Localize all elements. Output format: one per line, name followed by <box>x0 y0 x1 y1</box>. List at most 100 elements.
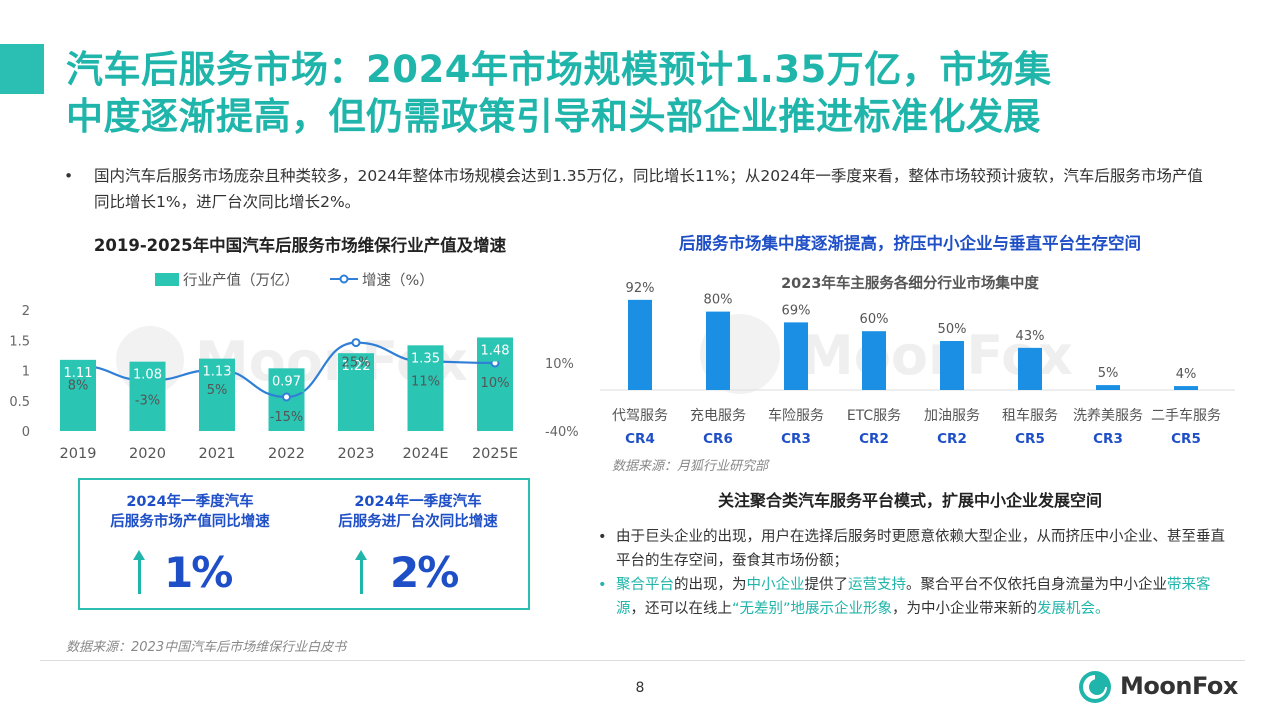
category-label: 租车服务 <box>1002 407 1058 424</box>
x-tick-label: 2024E <box>402 446 448 462</box>
growth-point-2023 <box>351 338 361 348</box>
bar-加油服务 <box>940 341 964 390</box>
cr-label: CR5 <box>1171 431 1201 447</box>
bar-value-label: 43% <box>1016 329 1045 344</box>
bar-value-label: 5% <box>1098 366 1119 381</box>
x-tick-label: 2025E <box>472 446 518 462</box>
growth-value-label: 25% <box>342 356 371 371</box>
text-segment: ，还可以在线上 <box>630 601 733 617</box>
bar-租车服务 <box>1018 347 1042 390</box>
x-tick-label: 2022 <box>268 446 305 462</box>
bar-value-box <box>407 345 444 370</box>
brand-logo-text: MoonFox <box>1120 672 1238 700</box>
right-chart-labels: 92% 代驾服务 CR4 80% 充电服务 CR6 69% 车险服务 CR3 60% ETC服务 CR… <box>612 281 1221 447</box>
legend-line-marker <box>339 274 349 284</box>
bar-value-label: 80% <box>704 293 733 308</box>
text-segment: 提供了 <box>804 577 849 593</box>
right-chart-bars <box>600 299 1235 391</box>
page-title-line-1: 汽车后服务市场：2024年市场规模预计1.35万亿，市场集 <box>66 48 1052 91</box>
y-left-tick-label: 0 <box>22 425 30 440</box>
bar-充电服务 <box>706 311 730 390</box>
bar-value-box <box>60 359 96 384</box>
category-label: 代驾服务 <box>612 408 668 424</box>
right-section-title: 后服务市场集中度逐渐提高，挤压中小企业与垂直平台生存空间 <box>679 234 1141 253</box>
right-bullet-1: • 由于巨头企业的出现，用户在选择后服务时更愿意依赖大型企业，从而挤压中小企业、… <box>598 525 1238 573</box>
highlight-customer-source: 带来客源 <box>616 577 1211 617</box>
right-chart-title: 2023年车主服务各细分行业市场集中度 <box>781 276 1039 292</box>
bullet-dot: • <box>598 577 607 593</box>
kpi-2-label-line-2: 后服务进厂台次同比增速 <box>338 514 498 530</box>
bar-value-box <box>199 358 235 383</box>
footer-divider <box>40 660 1245 661</box>
x-tick-label: 2021 <box>199 446 236 462</box>
kpi-1-up-arrow-icon <box>133 550 145 594</box>
cr-label: CR2 <box>937 431 967 447</box>
bar-value-label: 1.13 <box>203 365 232 380</box>
right-subheading: 关注聚合类汽车服务平台模式，扩展中小企业发展空间 <box>717 491 1102 510</box>
right-chart: MoonFox 92%代驾服务CR480%充电服务CR669%车险服务CR360… <box>600 281 1235 447</box>
growth-value-label: 8% <box>68 379 89 394</box>
highlight-sme: 中小企业 <box>746 577 805 593</box>
bar-value-box <box>268 368 305 393</box>
legend-line-label: 增速（%） <box>362 272 434 289</box>
moonfox-logo-icon <box>1079 671 1111 703</box>
bar-value-label: 1.08 <box>133 368 162 383</box>
x-tick-label: 2019 <box>60 446 97 462</box>
text-segment: ，为中小企业带来新的 <box>892 601 1038 617</box>
page-number: 8 <box>635 680 645 696</box>
bar-代驾服务 <box>628 299 652 390</box>
left-source-note: 数据来源：2023中国汽车后市场维保行业白皮书 <box>66 640 347 655</box>
bar-value-label: 1.35 <box>411 351 440 366</box>
bullet-dot: • <box>598 529 607 545</box>
growth-value-label: -3% <box>135 394 160 409</box>
kpi-box: 2024年一季度汽车 后服务市场产值同比增速 1% 2024年一季度汽车 后服务… <box>78 478 530 610</box>
cr-label: CR3 <box>1093 431 1123 447</box>
bar-二手车服务 <box>1174 386 1198 390</box>
kpi-1-label-line-2: 后服务市场产值同比增速 <box>110 514 270 530</box>
bar-value-label: 69% <box>782 303 811 318</box>
bar-ETC服务 <box>862 331 886 390</box>
x-tick-label: 2020 <box>129 446 166 462</box>
left-chart-axes: 0 0.5 1 1.5 2 -40% 10% 2019 2020 2021 2022 2023 2024… <box>9 304 578 462</box>
title-accent-bar <box>0 44 44 94</box>
y-right-tick-label: 10% <box>545 357 574 372</box>
y-right-tick-label: -40% <box>545 425 579 440</box>
right-source-note: 数据来源：月狐行业研究部 <box>612 459 769 474</box>
left-chart-labels: 1.11 1.08 1.13 0.97 1.22 1.35 1.48 8% -3% 5% -15% 2… <box>60 337 513 425</box>
growth-value-label: 10% <box>481 376 510 391</box>
bar-value-label: 1.11 <box>64 366 93 381</box>
bar-value-box <box>477 337 513 362</box>
text-segment: 。聚合平台不仅依托自身流量为中小企业 <box>906 577 1167 593</box>
highlight-operation-support: 运营支持 <box>848 577 906 593</box>
bar-value-label: 0.97 <box>272 374 301 389</box>
bar-value-label: 50% <box>938 322 967 337</box>
right-bullet-2-text: 聚合平台的出现，为中小企业提供了运营支持。聚合平台不仅依托自身流量为中小企业带来… <box>616 573 1238 621</box>
kpi-2-label-line-1: 2024年一季度汽车 <box>354 494 482 510</box>
legend-bar-swatch <box>155 273 179 286</box>
highlight-equal-display: “无差别”地展示企业形象 <box>732 601 893 617</box>
y-left-tick-label: 1.5 <box>9 334 30 349</box>
kpi-2-up-arrow-icon <box>355 550 367 594</box>
legend-bar-label: 行业产值（万亿） <box>183 272 299 289</box>
intro-paragraph: • 国内汽车后服务市场庞杂且种类较多，2024年整体市场规模会达到1.35万亿，… <box>64 163 1204 215</box>
cr-label: CR5 <box>1015 431 1045 447</box>
y-left-tick-label: 1 <box>22 365 30 380</box>
right-bullet-1-text: 由于巨头企业的出现，用户在选择后服务时更愿意依赖大型企业，从而挤压中小企业、甚至… <box>616 529 1225 569</box>
category-label: 二手车服务 <box>1151 407 1221 424</box>
category-label: 加油服务 <box>924 408 980 424</box>
page-title: 汽车后服务市场：2024年市场规模预计1.35万亿，市场集 中度逐渐提高，但仍需… <box>66 46 1266 140</box>
category-label: 车险服务 <box>768 407 824 424</box>
highlight-development-opportunity: 发展机会。 <box>1037 601 1110 617</box>
cr-label: CR6 <box>703 431 733 447</box>
left-chart-legend: 行业产值（万亿） 增速（%） <box>155 272 434 289</box>
x-tick-label: 2023 <box>338 446 375 462</box>
y-left-tick-label: 0.5 <box>9 395 30 410</box>
right-bullet-2: • 聚合平台的出现，为中小企业提供了运营支持。聚合平台不仅依托自身流量为中小企业… <box>598 573 1238 621</box>
bar-value-label: 1.48 <box>481 343 510 358</box>
bar-value-label: 60% <box>860 312 889 327</box>
growth-value-label: -15% <box>270 410 304 425</box>
text-segment: 的出现，为 <box>674 577 747 593</box>
category-label: 洗养美服务 <box>1073 408 1143 424</box>
growth-value-label: 11% <box>411 375 440 390</box>
growth-value-label: 5% <box>207 383 228 398</box>
